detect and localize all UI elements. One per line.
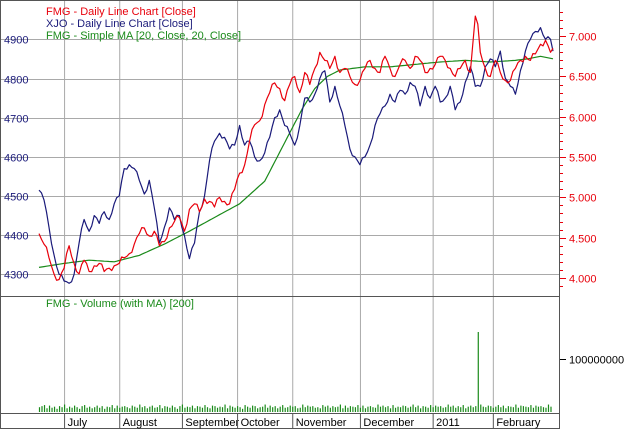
volume-axis: 100000000 [560,355,624,367]
x-tick-label: 2011 [436,417,460,429]
xjo-tick-label: 4800 [4,75,28,87]
x-tick-label: August [123,417,157,429]
x-tick-label: September [185,417,239,429]
x-tick-label: October [241,417,280,429]
volume-legend: FMG - Volume (with MA) [200] [46,298,194,310]
volume-bars [38,332,552,412]
fmg-tick-label: 7.000 [569,32,597,44]
fmg-tick-label: 5.000 [569,193,597,205]
chart-frame [0,0,560,429]
legend-entry: XJO - Daily Line Chart [Close] [46,18,193,30]
xjo-tick-label: 4600 [4,153,28,165]
x-tick-label: July [68,417,88,429]
xjo-tick-label: 4900 [4,35,28,47]
fmg-axis: 4.000 4.500 5.000 5.500 6.000 6.500 7.000 [559,1,597,296]
xjo-tick-label: 4500 [4,192,28,204]
fmg-tick-label: 4.000 [569,274,597,286]
series-line-fmg [38,15,554,281]
volume-panel-bg [0,296,560,412]
price-panel-bg [0,0,560,296]
price-series [38,15,554,284]
x-tick-label: February [496,417,541,429]
xjo-tick-label: 4300 [4,270,28,282]
fmg-tick-label: 6.000 [569,113,597,125]
series-line-xjo [38,27,554,284]
x-tick-label: December [363,417,414,429]
legend-entry: FMG - Simple MA [20, Close, 20, Close] [46,30,241,42]
price-legend: FMG - Daily Line Chart [Close]XJO - Dail… [46,6,241,42]
fmg-tick-label: 6.500 [569,72,597,84]
xjo-tick-label: 4700 [4,114,28,126]
volume-tick-label: 100000000 [569,355,624,367]
volume-grid [64,297,494,412]
legend-entry: FMG - Daily Line Chart [Close] [46,6,196,18]
legend-entry: FMG - Volume (with MA) [200] [46,298,194,310]
fmg-tick-label: 5.500 [569,153,597,165]
fmg-tick-label: 4.500 [569,234,597,246]
x-axis: July August September October November Decemb… [64,413,541,429]
xjo-axis: 4300 4400 4500 4600 4700 4800 4900 [4,35,28,282]
x-tick-label: November [296,417,347,429]
series-line-fmg-ma20 [38,55,554,268]
xjo-tick-label: 4400 [4,231,28,243]
